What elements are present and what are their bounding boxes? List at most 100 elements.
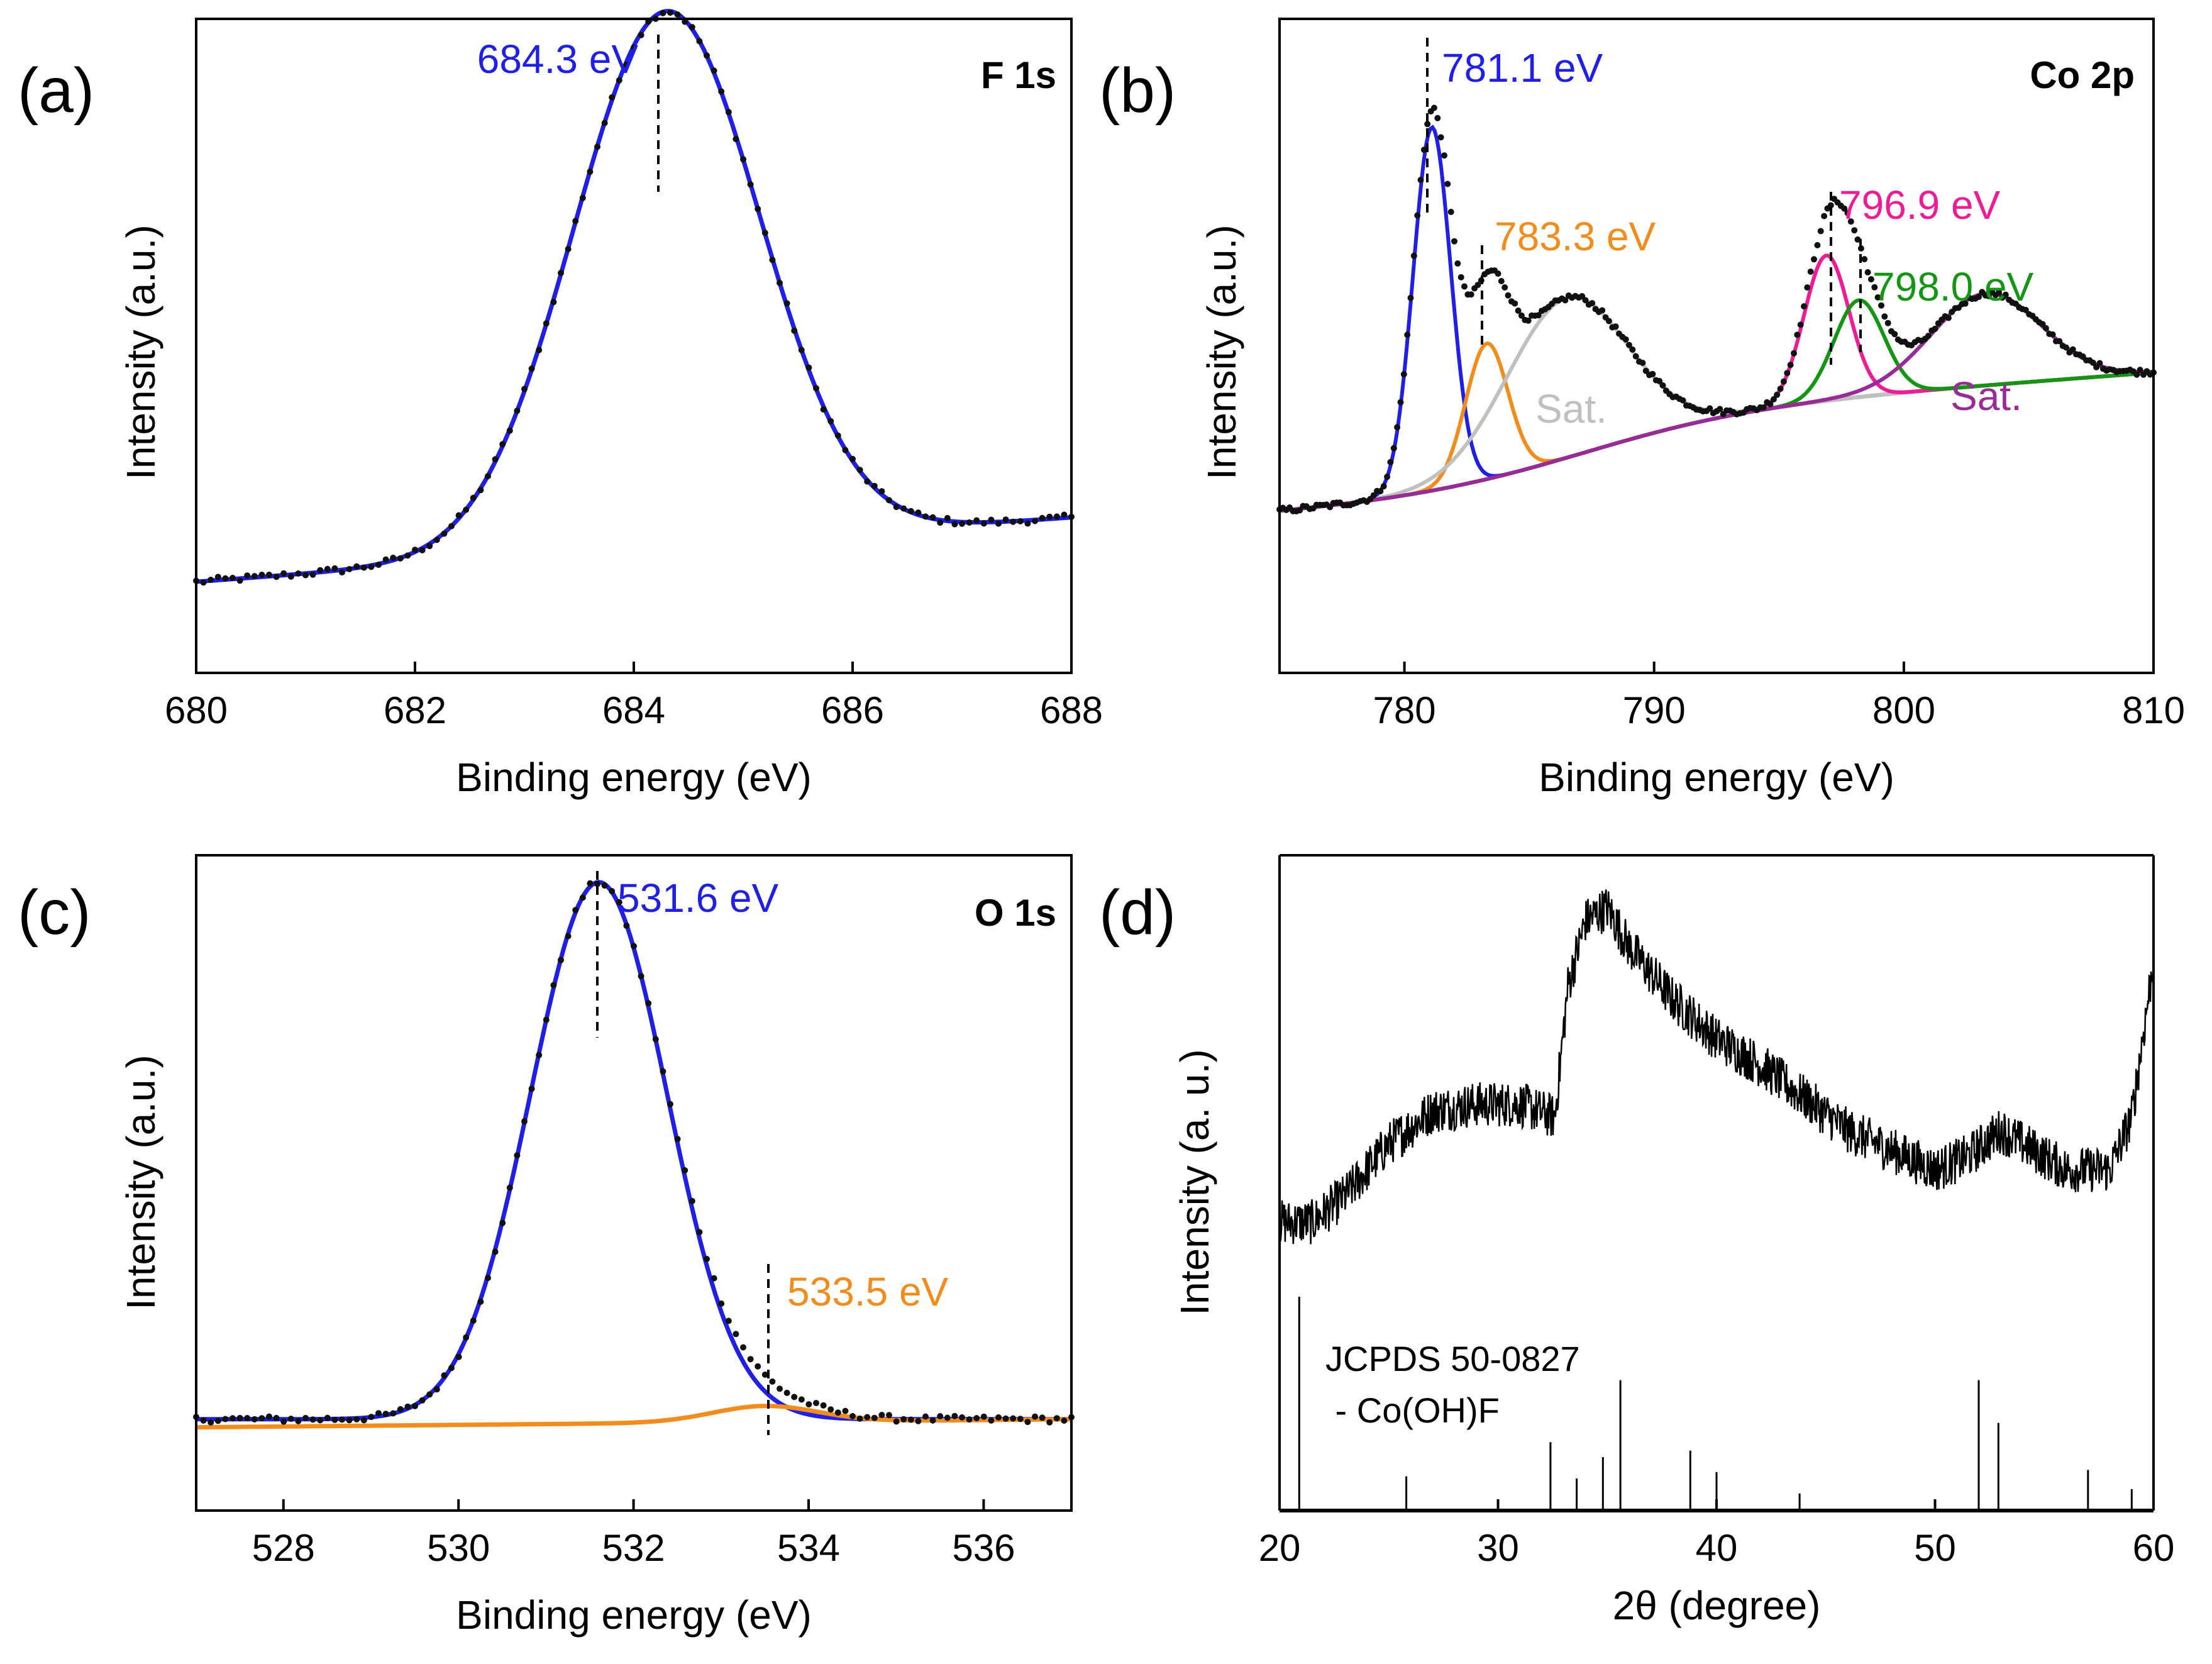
panel-a-data-point — [856, 467, 863, 474]
panel-c-data-point — [295, 1417, 302, 1424]
panel-c-data-point — [755, 1363, 761, 1370]
panel-c-data-point — [820, 1402, 827, 1409]
panel-c-data-point — [791, 1394, 798, 1401]
panel-a-f1s-chart: (a) 684.3 eV F 1s 680 682 684 686 688 Bi… — [18, 9, 1103, 800]
panel-c-data-point — [886, 1412, 892, 1419]
panel-c-data-point — [1017, 1416, 1024, 1423]
panel-b-data-point — [1811, 256, 1817, 263]
panel-b-data-point — [1945, 314, 1952, 321]
panel-c-data-point — [302, 1414, 309, 1421]
panel-a-data-point — [287, 573, 294, 580]
panel-c-data-point — [944, 1414, 951, 1421]
panel-a-xtick-label: 684 — [602, 689, 665, 731]
panel-c-data-point — [929, 1417, 936, 1424]
panel-b-data-point — [1891, 331, 1898, 338]
panel-c-data-point — [1046, 1419, 1053, 1426]
panel-b-data-point — [1679, 397, 1686, 404]
panel-c-spectrum-name: O 1s — [975, 892, 1056, 934]
panel-c-data-point — [339, 1416, 345, 1423]
panel-b-data-point — [2133, 371, 2140, 378]
panel-c-data-point — [688, 1197, 695, 1204]
panel-c-data-point — [280, 1418, 287, 1425]
panel-letter-c: (c) — [18, 877, 91, 948]
panel-c-data-point — [667, 1101, 673, 1107]
panel-c-data-point — [937, 1413, 944, 1419]
panel-a-data-point — [448, 523, 455, 530]
panel-b-data-point — [1797, 321, 1804, 328]
panel-c-data-point — [871, 1414, 878, 1421]
panel-c-data-point — [1002, 1415, 1009, 1422]
panel-c-data-point — [623, 923, 630, 929]
panel-c-data-point — [951, 1412, 958, 1419]
panel-b-data-point — [1871, 284, 1878, 291]
panel-c-fit-line — [196, 880, 1071, 1422]
panel-b-data-point — [1535, 312, 1542, 319]
panel-a-data-point — [441, 530, 448, 537]
panel-c-data-point — [244, 1415, 251, 1421]
panel-a-data-point — [601, 119, 608, 126]
panel-c-data-point — [200, 1417, 207, 1424]
panel-c-data-point — [805, 1401, 812, 1408]
panel-b-data-point — [1861, 256, 1868, 263]
panel-a-data-point — [433, 536, 440, 543]
panel-c-data-point — [346, 1417, 353, 1424]
panel-d-xtick-label: 50 — [1914, 1527, 1956, 1569]
panel-a-data-point — [324, 565, 331, 572]
panel-a-data-point — [492, 456, 499, 463]
panel-c-data-point — [455, 1353, 462, 1360]
panel-a-xtick-label: 682 — [384, 689, 446, 731]
panel-a-data-point — [725, 109, 732, 116]
panel-a-data-point — [966, 519, 973, 526]
panel-d-xtick-label: 40 — [1696, 1527, 1738, 1569]
panel-b-satellite-label-2: Sat. — [1950, 374, 2022, 419]
panel-a-data-point — [382, 556, 389, 563]
panel-b-data-point — [1430, 104, 1437, 111]
panel-letter-d: (d) — [1099, 877, 1176, 948]
panel-b-data-point — [1656, 377, 1663, 384]
panel-b-data-point — [1417, 177, 1424, 184]
panel-b-data-point — [1639, 360, 1646, 366]
panel-c-data-point — [609, 888, 616, 895]
panel-a-xtick-label: 686 — [821, 689, 884, 731]
panel-b-data-point — [1784, 370, 1791, 377]
panel-c-data-point — [645, 1000, 652, 1007]
panel-c-xtick-label: 528 — [252, 1527, 315, 1569]
panel-a-data-point — [1032, 518, 1038, 524]
panel-c-data-point — [856, 1415, 863, 1422]
panel-a-data-point — [412, 546, 418, 553]
panel-a-data-point — [470, 494, 477, 501]
panel-a-data-point — [353, 563, 360, 570]
panel-b-data-point — [1659, 382, 1666, 389]
panel-letter-a: (a) — [18, 55, 94, 126]
panel-a-data-point — [682, 18, 688, 25]
panel-b-data-point — [1505, 292, 1512, 299]
panel-a-data-point — [536, 347, 543, 353]
panel-a-xtick-label: 688 — [1040, 689, 1103, 731]
panel-b-data-point — [1780, 378, 1787, 385]
panel-a-data-point — [711, 67, 717, 74]
panel-b-data-point — [1377, 488, 1384, 495]
panel-c-data-point — [287, 1416, 294, 1423]
panel-b-data-point — [1420, 147, 1427, 153]
panel-c-data-point — [711, 1275, 717, 1282]
panel-a-data-point — [558, 270, 564, 276]
panel-b-curves — [1276, 104, 2157, 514]
panel-b-data-point — [1562, 297, 1569, 304]
panel-d-ylabel: Intensity (a. u.) — [1172, 1049, 1217, 1315]
panel-c-data-point — [382, 1411, 389, 1417]
panel-b-data-point — [1400, 371, 1407, 378]
panel-b-component-line — [1279, 341, 2154, 513]
panel-c-data-point — [331, 1416, 338, 1423]
panel-c-data-point — [783, 1389, 790, 1396]
panel-b-data-point — [1380, 483, 1387, 490]
panel-b-data-point — [2096, 360, 2103, 367]
panel-b-data-point — [1297, 507, 1303, 514]
panel-b-data-point — [1787, 362, 1794, 369]
panel-b-data-point — [1847, 218, 1854, 225]
panel-b-xtick-label: 800 — [1872, 689, 1935, 731]
panel-a-data-point — [769, 257, 776, 263]
panel-a-data-point — [331, 565, 338, 572]
panel-a-data-point — [499, 441, 506, 448]
panel-a-data-point — [907, 508, 914, 514]
panel-b-data-point — [1622, 336, 1629, 343]
